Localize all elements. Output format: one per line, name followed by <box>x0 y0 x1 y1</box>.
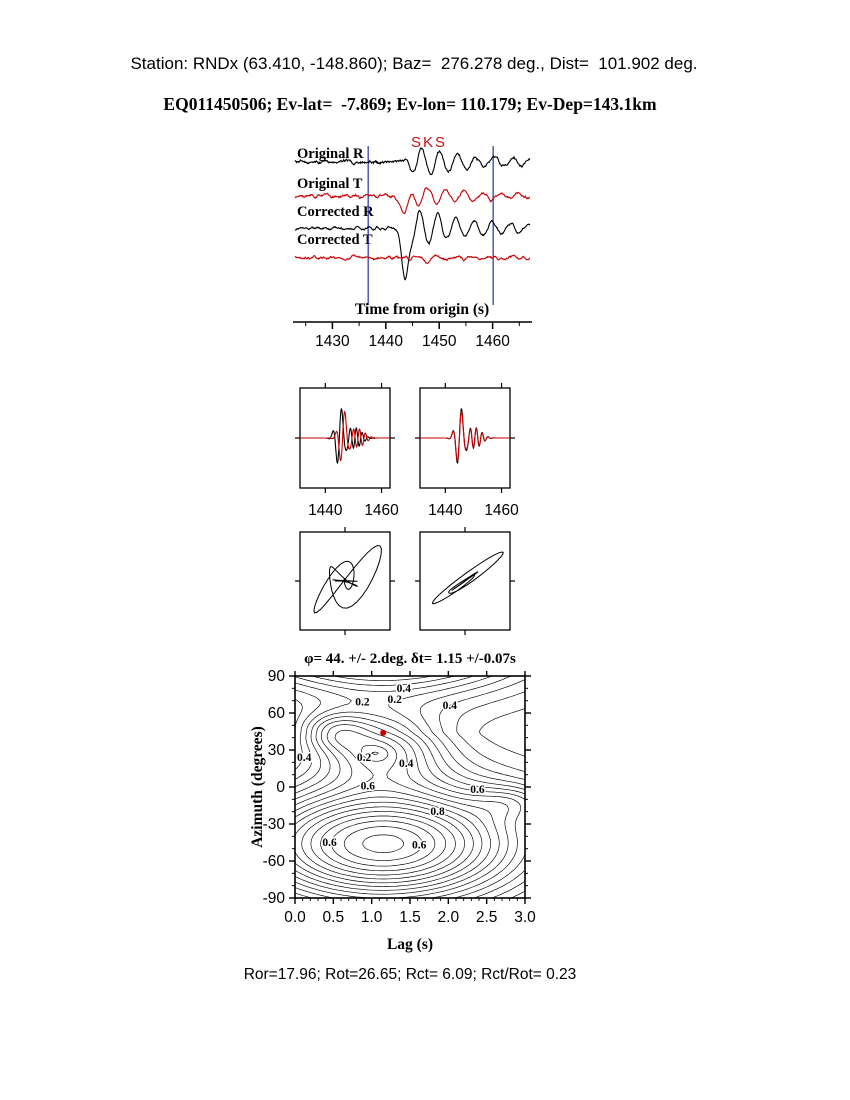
waveform-comparison-and-particle-motion: 1440 1460 1440 1460 <box>295 383 519 635</box>
x-tick-label: 2.0 <box>438 909 460 926</box>
contour-level <box>294 751 483 887</box>
trace-3 <box>294 254 531 265</box>
x-tick-label: 0.0 <box>284 909 306 926</box>
tick-label: 1430 <box>315 333 350 350</box>
trace-0 <box>294 147 531 176</box>
y-tick-label: 30 <box>268 742 286 759</box>
contour-value-label: 0.6 <box>412 839 427 851</box>
x-tick-label: 0.5 <box>323 909 345 926</box>
compare-panel-right: 1440 1460 <box>415 383 519 519</box>
reference-pulse <box>420 407 510 465</box>
contour-level <box>294 729 500 895</box>
contour-value-label: 0.6 <box>470 784 485 796</box>
contour-value-label: 0.4 <box>297 752 312 764</box>
phase-label: SKS <box>411 134 448 151</box>
particle-motion-left <box>295 527 395 635</box>
trace-2 <box>294 209 531 281</box>
trace-label-original-t: Original T <box>297 177 366 192</box>
contour-value-label: 0.2 <box>387 694 402 706</box>
contour-lines <box>294 675 526 899</box>
y-tick-label: 60 <box>268 705 286 722</box>
waveform-plot: 1430 1440 1450 1460 <box>293 146 532 350</box>
x-tick-label: 1.0 <box>361 909 383 926</box>
y-tick-label: 90 <box>268 668 286 685</box>
contour-level <box>456 691 526 773</box>
station-title: Station: RNDx (63.410, -148.860); Baz= 2… <box>130 54 698 73</box>
contour-value-label: 0.8 <box>430 806 445 818</box>
tick-label: 1450 <box>422 333 457 350</box>
contour-value-label: 0.4 <box>397 683 412 695</box>
trace-1 <box>294 187 531 215</box>
tick-label: 1460 <box>364 502 399 519</box>
contour-level <box>343 826 423 861</box>
contour-value-label: 0.6 <box>322 837 337 849</box>
tick-label: 1440 <box>308 502 343 519</box>
x-tick-label: 2.5 <box>476 909 498 926</box>
best-fit-dot <box>380 729 387 736</box>
contour-level <box>294 675 526 899</box>
compare-panel-left: 1440 1460 <box>295 383 399 519</box>
contour-level <box>294 675 526 899</box>
contour-value-label: 0.4 <box>399 758 414 770</box>
tick-label: 1460 <box>475 333 510 350</box>
shifted-pulse <box>420 410 510 462</box>
contour-value-label: 0.6 <box>361 780 376 792</box>
trace-label-corrected-t: Corrected T <box>297 233 376 248</box>
contour-level <box>310 811 456 876</box>
tick-label: 1460 <box>484 502 519 519</box>
particle-motion-right <box>415 527 515 635</box>
contour-level <box>294 801 474 884</box>
x-tick-label: 3.0 <box>514 909 536 926</box>
y-tick-label: -30 <box>263 816 286 833</box>
splitting-contour-plot: 0.40.2 0.20.40.4 0.20.40.6 0.60.80.6 0.69060… <box>263 668 537 926</box>
tick-label: 1440 <box>428 502 463 519</box>
event-title: EQ011450506; Ev-lat= -7.869; Ev-lon= 110… <box>163 94 657 114</box>
contour-level <box>320 815 447 872</box>
time-axis-title: Time from origin (s) <box>355 301 490 318</box>
y-tick-label: 0 <box>276 779 285 796</box>
contour-level <box>294 744 491 891</box>
tick-label: 1440 <box>369 333 404 350</box>
contour-value-label: 0.4 <box>443 700 458 712</box>
contour-value-label: 0.2 <box>355 696 370 708</box>
y-tick-label: -60 <box>263 853 286 870</box>
x-tick-label: 1.5 <box>399 909 421 926</box>
contour-level <box>294 675 526 899</box>
trace-label-corrected-r: Corrected R <box>297 205 377 220</box>
particle-motion-curve <box>313 544 382 614</box>
trace-label-original-r: Original R <box>297 147 367 162</box>
particle-motion-curve <box>431 551 504 605</box>
contour-level <box>331 820 436 867</box>
splitting-result-title: φ= 44. +/- 2.deg. δt= 1.15 +/-0.07s <box>304 651 516 667</box>
contour-level <box>362 834 404 853</box>
stats-line: Ror=17.96; Rot=26.65; Rct= 6.09; Rct/Rot… <box>243 966 577 983</box>
reference-pulse <box>300 407 390 465</box>
contour-level <box>301 806 465 880</box>
lag-axis-title: Lag (s) <box>386 936 434 953</box>
contour-value-label: 0.2 <box>357 752 372 764</box>
shifted-pulse <box>300 410 390 461</box>
y-tick-label: -90 <box>263 890 286 907</box>
contour-level <box>478 708 526 757</box>
